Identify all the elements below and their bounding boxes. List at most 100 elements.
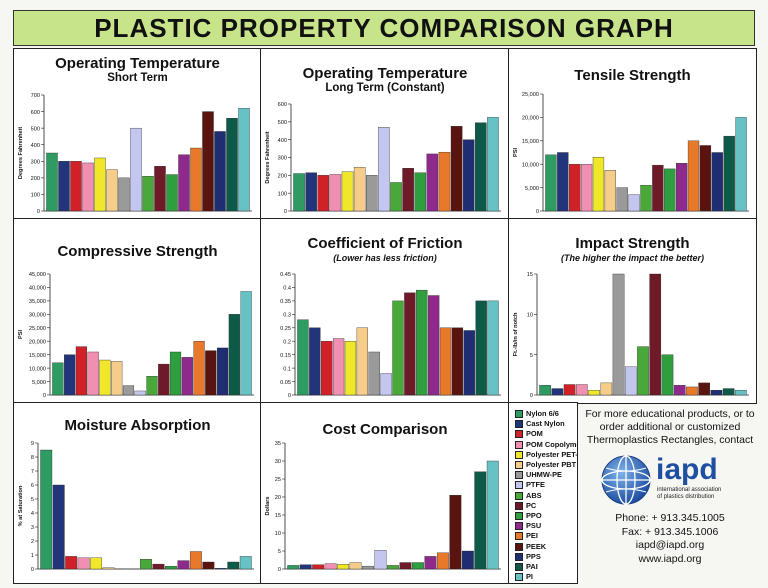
bar-polyester-pbt (106, 169, 118, 212)
bar-pc (399, 562, 412, 570)
email-link[interactable]: iapd@iapd.org (635, 539, 705, 551)
logo-tagline-line: of plastics distribution (657, 494, 715, 500)
bar-abs (140, 559, 152, 570)
y-tick-label: 0 (530, 393, 533, 399)
chart-panel-coefficient-of-friction: 0 0.05 0.1 0.15 0.2 0.25 0.3 0.35 0.4 0.45 Coeffi… (260, 218, 510, 404)
chart-title: Moisture Absorption (64, 417, 211, 434)
y-tick-label: 0.15 (280, 353, 291, 359)
legend-swatch (515, 532, 523, 541)
legend-label: PSU (526, 521, 542, 531)
chart-subtitle: Short Term (107, 72, 168, 84)
bar-pei (687, 140, 700, 212)
y-tick-label: 35,000 (29, 299, 46, 305)
bar-ptfe (130, 127, 142, 212)
bar-pei (686, 386, 698, 396)
legend-swatch (515, 481, 523, 490)
bar-pai (228, 314, 240, 396)
bar-polyester-pbt (604, 170, 616, 212)
bar-nylon-6-6 (52, 362, 64, 396)
legend-label: PEI (526, 531, 538, 541)
bar-psu (177, 560, 190, 570)
bar-nylon-6-6 (545, 154, 557, 212)
legend-label: UHMW-PE (526, 470, 562, 480)
legend-item: PI (515, 571, 533, 582)
bar-ptfe (374, 550, 387, 570)
bar-pai (474, 471, 487, 570)
bar-pc (402, 168, 414, 212)
legend-item: PEEK (515, 541, 546, 552)
chart-title: Operating Temperature (302, 65, 468, 82)
bar-ptfe (378, 127, 390, 212)
bar-pi (238, 108, 250, 212)
bar-ppo (661, 354, 674, 396)
chart-subtitle: (Lower has less friction) (333, 253, 437, 263)
legend-item: Cast Nylon (515, 418, 565, 429)
logo-tagline-line: international association (657, 487, 722, 493)
bar-polyester-pet-p (341, 171, 354, 212)
legend-label: PI (526, 572, 533, 582)
y-tick-label: 700 (31, 93, 40, 99)
bar-pi (239, 556, 252, 570)
bar-pai (475, 300, 487, 396)
bar-ptfe (624, 366, 637, 396)
bar-psu (178, 154, 190, 212)
y-tick-label: 600 (31, 110, 40, 116)
bar-pai (475, 122, 487, 212)
bar-pom (317, 175, 330, 212)
y-tick-label: 0 (536, 209, 539, 215)
bar-pi (240, 291, 252, 396)
bar-pps (710, 389, 723, 396)
chart-svg: 0 100 200 300 400 500 600 700 Degrees Fahrenheit (18, 93, 252, 215)
bar-pom-copolymer (580, 164, 593, 212)
bar-uhmw-pe (366, 175, 378, 212)
bar-pom-copolymer (332, 338, 345, 396)
bar-uhmw-pe (118, 177, 130, 212)
legend-swatch (515, 542, 523, 551)
bar-uhmw-pe (122, 385, 135, 396)
website-link[interactable]: www.iapd.org (638, 552, 702, 565)
legend-label: Nylon 6/6 (526, 409, 559, 418)
y-tick-label: 300 (278, 156, 287, 162)
bar-ptfe (380, 373, 392, 396)
legend-swatch (515, 501, 523, 510)
legend-swatch (515, 522, 523, 531)
chart-svg: 0 0.05 0.1 0.15 0.2 0.25 0.3 0.35 0.4 0.45 (280, 272, 501, 399)
y-tick-label: 40,000 (29, 286, 46, 292)
y-tick-label: 10 (275, 531, 281, 537)
legend-swatch (515, 512, 523, 521)
bar-polyester-pbt (102, 567, 115, 570)
legend-item: PTFE (515, 479, 545, 490)
bar-polyester-pet-p (588, 389, 600, 396)
contact-info: Phone: + 913.345.1005 Fax: + 913.345.100… (580, 512, 760, 566)
y-tick-label: 200 (278, 174, 287, 180)
y-tick-label: 20 (275, 495, 281, 501)
y-axis-label: PSI (18, 330, 24, 339)
bar-polyester-pet-p (592, 157, 605, 212)
bar-psu (426, 153, 439, 212)
legend-item: ABS (515, 490, 542, 501)
bar-pc (158, 363, 170, 396)
legend-swatch (515, 450, 523, 459)
bar-ppo (166, 174, 178, 212)
chart-title: Compressive Strength (57, 243, 218, 260)
globe-icon (601, 455, 651, 505)
info-line: Thermoplastics Rectangles, contact (586, 434, 754, 446)
bar-uhmw-pe (612, 273, 625, 396)
bar-psu (428, 295, 440, 396)
y-tick-label: 0 (31, 567, 34, 573)
chart-subtitle: Long Term (Constant) (325, 82, 445, 94)
bar-abs (390, 182, 402, 212)
y-tick-label: 0.3 (283, 313, 291, 319)
bar-pc (652, 164, 664, 212)
legend-item: Nylon 6/6 (515, 408, 559, 419)
legend-item: UHMW-PE (515, 469, 562, 480)
bar-pom (569, 164, 581, 212)
chart-panel-operating-temp-long: 0 100 200 300 400 500 600 Degrees Fahrenheit Op… (260, 48, 510, 220)
bar-pps (711, 152, 723, 212)
legend-swatch (515, 471, 523, 480)
legend-label: POM Copolymer (526, 439, 578, 449)
fax: Fax: + 913.345.1006 (621, 525, 719, 538)
chart-title: Tensile Strength (574, 67, 691, 84)
chart-svg: 0 5 10 15 Ft.-lb/in of notch (513, 272, 749, 399)
y-tick-label: 6 (31, 483, 34, 489)
